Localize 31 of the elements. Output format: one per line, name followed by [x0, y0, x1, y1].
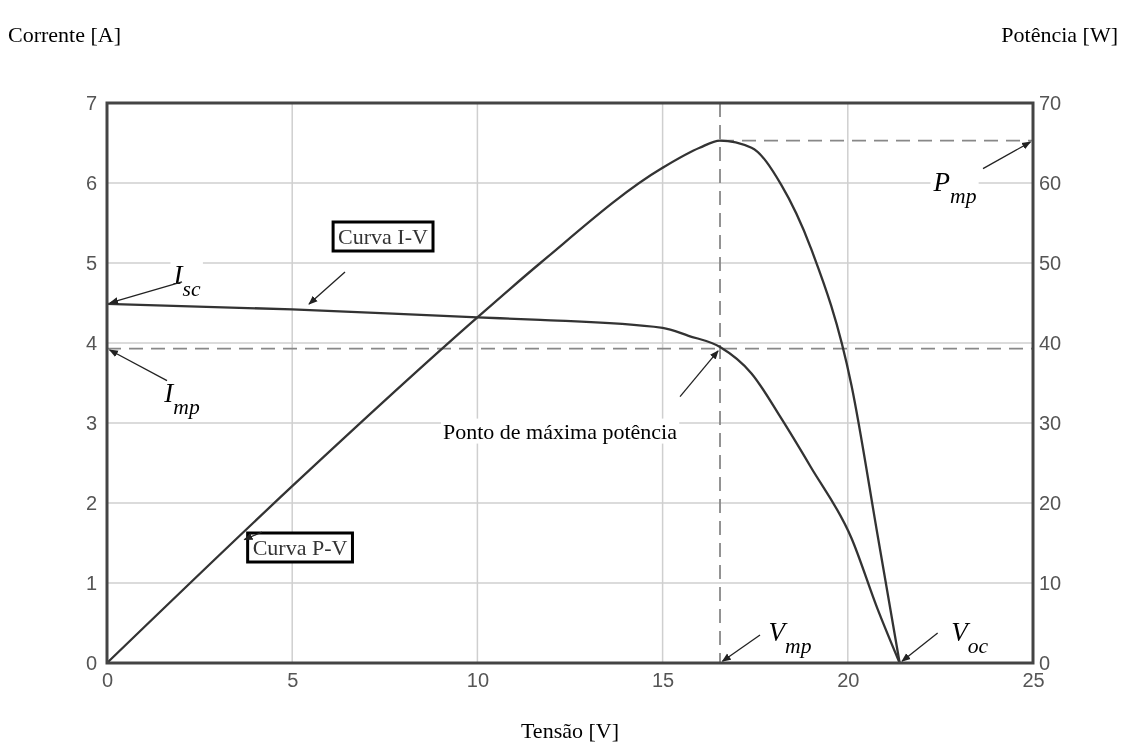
y-tick-label: 0	[85, 651, 97, 674]
y2-tick-label: 20	[1039, 491, 1062, 514]
annotation: I$_{sc}$	[172, 259, 201, 301]
x-axis-title: Tensão [V]	[520, 718, 620, 743]
y2-tick-label: 70	[1039, 91, 1062, 114]
y2-tick-label: 40	[1039, 331, 1062, 354]
y-tick-label: 7	[85, 91, 97, 114]
y-tick-label: 6	[85, 171, 97, 194]
y2-tick-label: 50	[1039, 251, 1062, 274]
y-tick-label: 2	[85, 491, 97, 514]
annotation: P$_{mp}$	[932, 166, 977, 208]
y-axis-title: Corrente [A]	[8, 22, 122, 47]
y-tick-label: 1	[85, 571, 97, 594]
y2-tick-label: 60	[1039, 171, 1062, 194]
text: Curva I-V	[338, 224, 429, 249]
annotation: Ponto de máxima potência	[443, 418, 678, 444]
x-tick-label: 20	[837, 669, 860, 692]
annotation: V$_{mp}$	[768, 617, 812, 658]
y2-tick-label: 30	[1039, 411, 1062, 434]
x-tick-label: 5	[287, 669, 299, 692]
x-tick-label: 0	[101, 669, 114, 692]
y-tick-label: 4	[85, 331, 97, 354]
x-tick-label: 10	[466, 669, 490, 692]
y2-axis-title: Potência [W]	[1001, 22, 1118, 47]
annotation: V$_{oc}$	[951, 617, 989, 658]
x-tick-label: 15	[651, 669, 675, 692]
y-tick-label: 3	[85, 411, 97, 434]
y-tick-label: 5	[85, 251, 97, 274]
y2-tick-label: 10	[1039, 571, 1062, 594]
series-label: Curva P-V	[252, 535, 348, 560]
annotation: I$_{mp}$	[163, 377, 200, 419]
